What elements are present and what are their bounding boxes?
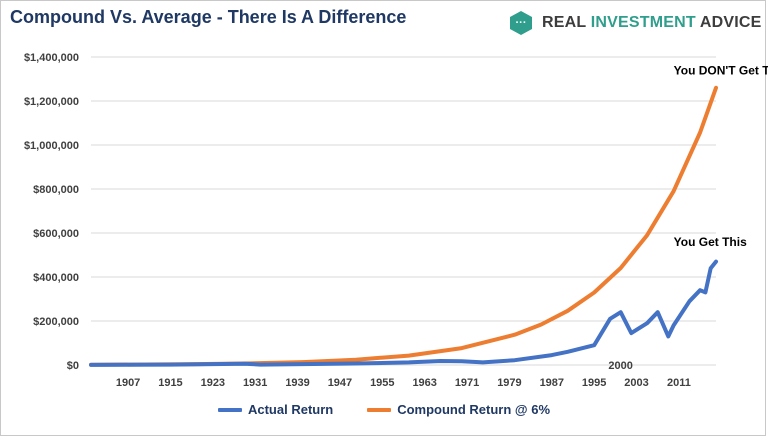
brand-badge-text: ··· [516,17,527,29]
x-extra-label: 2000 [608,360,632,372]
line-chart: $0 $200,000 $400,000 $600,000 $800,000 $1,000… [24,52,768,389]
series-line-compound-return [89,85,718,367]
x-tick-label: 2003 [624,377,648,389]
y-tick-label: $0 [67,360,79,372]
x-tick-label: 1979 [497,377,521,389]
y-tick-label: $400,000 [33,272,79,284]
brand-name: REAL INVESTMENT ADVICE [542,14,762,32]
x-tick-label: 1947 [328,377,352,389]
x-tick-label: 1915 [158,377,182,389]
legend-label: Compound Return @ 6% [397,402,551,417]
x-tick-label: 1963 [412,377,436,389]
legend-swatch [217,407,242,412]
x-tick-label: 1907 [116,377,140,389]
legend-label: Actual Return [247,402,334,417]
legend-swatch [367,407,392,412]
y-tick-label: $800,000 [33,184,79,196]
series-line-actual-return [89,259,718,367]
x-tick-label: 1939 [285,377,309,389]
x-tick-label: 1923 [201,377,225,389]
y-tick-label: $200,000 [33,316,79,328]
y-tick-label: $600,000 [33,228,79,240]
y-tick-label: $1,000,000 [24,140,79,152]
brand-name-accent: INVESTMENT [590,14,696,31]
x-tick-label: 1955 [370,377,394,389]
brand-name-prefix: REAL [542,14,591,31]
annotation-get: You Get This [674,235,747,249]
x-tick-label: 1971 [455,377,479,389]
brand-name-suffix: ADVICE [695,14,762,31]
annotation-dont-get: You DON'T Get This [674,64,768,78]
y-axis: $0 $200,000 $400,000 $600,000 $800,000 $1,000… [24,52,79,372]
annotations: You DON'T Get This You Get This [674,64,768,250]
x-tick-label: 1987 [540,377,564,389]
legend-item: Compound Return @ 6% [367,402,550,417]
brand-logo: ··· REAL INVESTMENT ADVICE [508,8,762,38]
y-tick-label: $1,400,000 [24,52,79,64]
legend: Actual Return Compound Return @ 6% [0,402,768,417]
legend-item: Actual Return [217,402,334,417]
y-tick-label: $1,200,000 [24,96,79,108]
series-lines [89,85,718,367]
brand-badge-icon: ··· [508,10,534,36]
x-tick-label: 1931 [243,377,267,389]
x-axis: 1907 1915 1923 1931 1939 1947 1955 1963 1971 1979… [116,360,691,389]
x-tick-label: 2011 [667,377,691,389]
x-tick-label: 1995 [582,377,606,389]
chart-title: Compound Vs. Average - There Is A Differ… [10,7,407,27]
